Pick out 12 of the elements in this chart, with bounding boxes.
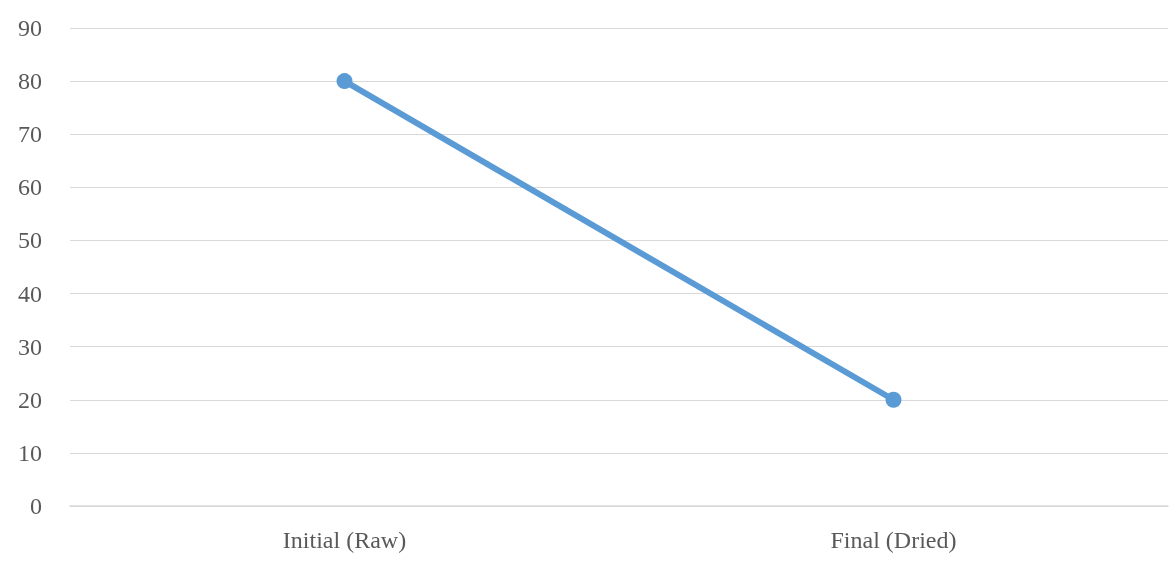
x-tick-label: Final (Dried) <box>830 527 957 553</box>
y-tick-label: 50 <box>18 227 42 254</box>
y-tick-label: 60 <box>18 174 42 201</box>
x-tick-label: Initial (Raw) <box>282 527 407 553</box>
y-tick-label: 70 <box>18 121 42 148</box>
y-tick-label: 20 <box>18 386 42 413</box>
y-tick-label: 10 <box>18 439 42 466</box>
y-tick-label: 0 <box>30 493 42 519</box>
y-tick-label: 40 <box>18 280 42 307</box>
y-tick-label: 80 <box>18 68 42 95</box>
y-tick-label: 30 <box>18 333 42 360</box>
y-tick-label: 90 <box>18 15 42 41</box>
